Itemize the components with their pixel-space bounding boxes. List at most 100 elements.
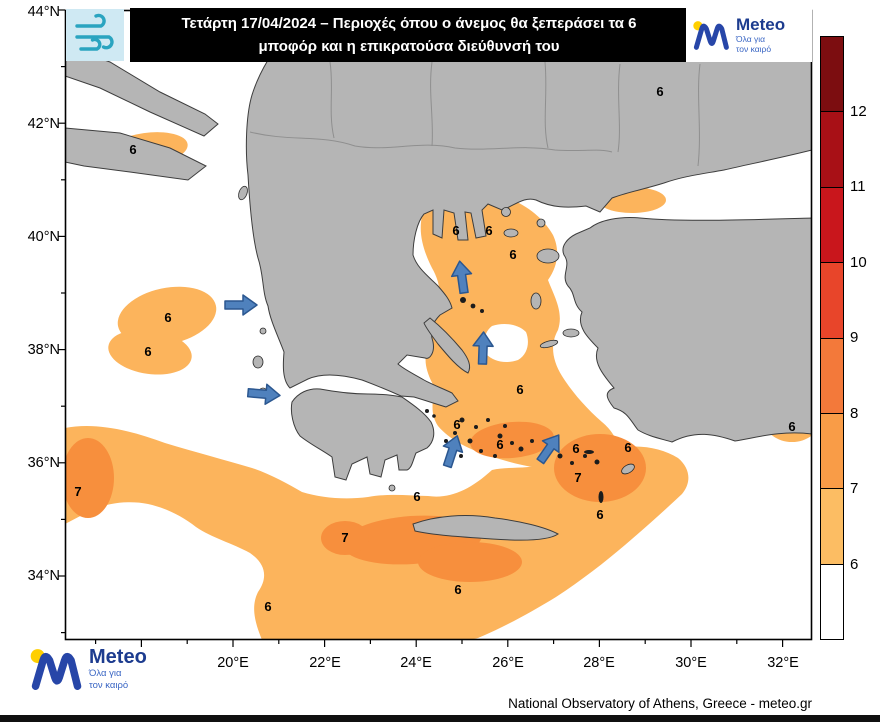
colorbar-segment: [821, 262, 843, 338]
axis-ticks: [58, 9, 784, 647]
wind-direction-arrow: [536, 434, 560, 465]
wind-area-aegean: [420, 193, 618, 470]
logo-tagline-1: Όλα για: [89, 668, 122, 680]
wind-direction-arrow: [472, 331, 494, 365]
lon-label-24e: 24°E: [400, 655, 432, 671]
country-borders: [249, 61, 701, 167]
island-corfu: [238, 185, 248, 201]
colorbar-label: 8: [850, 404, 859, 422]
beaufort-label: 6: [453, 417, 460, 432]
island-kefalonia: [252, 355, 264, 369]
beaufort-label: 6: [264, 599, 271, 614]
islands-cyclades: [444, 417, 534, 458]
island-ikaria: [539, 339, 559, 349]
wind-area-ionian-2: [108, 329, 192, 375]
islands: [238, 185, 635, 503]
colorbar-segment: [821, 111, 843, 187]
colorbar-label: 9: [850, 329, 859, 346]
beaufort-label: 6: [454, 582, 461, 597]
land-italy-heel: [65, 127, 207, 181]
island-limnos: [503, 228, 519, 238]
meteo-logo-bottom: Meteo Όλα για τον καιρό: [28, 638, 238, 700]
beaufort-label: 6: [516, 382, 523, 397]
island-chios: [530, 292, 542, 310]
lon-label-22e: 22°E: [309, 655, 341, 671]
colorbar-segment: [821, 37, 843, 112]
beaufort-label: 6: [485, 223, 492, 238]
beaufort-label: 7: [574, 470, 581, 485]
island-thassos: [501, 207, 511, 217]
bottom-strip: [0, 715, 880, 722]
wind-direction-arrow: [442, 435, 464, 469]
lon-label-32e: 32°E: [767, 655, 799, 671]
beaufort-label: 7: [74, 484, 81, 499]
beaufort-label: 6: [496, 437, 503, 452]
logo-tagline-2: τον καιρό: [89, 679, 129, 691]
logo-name: Meteo: [89, 646, 147, 669]
lon-label-26e: 26°E: [492, 655, 524, 671]
colorbar-segment: [821, 563, 843, 639]
lon-label-20e: 20°E: [217, 655, 249, 671]
beaufort-label: 6: [452, 223, 459, 238]
lat-label-34n: 34°N: [27, 568, 60, 584]
meteo-m-icon: [693, 21, 729, 50]
logo-tagline-1: Όλα για: [736, 33, 766, 44]
land-italy-coast: [65, 45, 219, 137]
colorbar-segment: [821, 337, 843, 413]
wind-icon: [66, 9, 124, 61]
attribution: National Observatory of Athens, Greece -…: [508, 696, 812, 711]
lat-label-40n: 40°N: [27, 229, 60, 245]
land-evia: [423, 317, 471, 374]
wind-areas-strong: [65, 421, 646, 582]
colorbar-segment: [821, 488, 843, 564]
beaufort-label: 6: [624, 440, 631, 455]
colorbar-label: 11: [850, 178, 866, 195]
islands-dodecanese: [557, 450, 604, 503]
colorbar-label: 12: [850, 102, 867, 120]
wind-direction-arrow: [246, 383, 281, 405]
beaufort-label: 6: [788, 419, 795, 434]
lat-label-38n: 38°N: [27, 342, 60, 358]
lat-label-42n: 42°N: [27, 116, 60, 132]
beaufort-label: 6: [164, 310, 171, 325]
landmasses: [65, 45, 812, 541]
beaufort-label: 6: [144, 344, 151, 359]
title-line-2: μποφόρ και η επικρατούσα διεύθυνσή του: [258, 38, 560, 55]
island-samothrace: [536, 218, 546, 228]
lon-label-30e: 30°E: [675, 655, 707, 671]
meteo-m-icon: [30, 649, 82, 690]
island-kythira: [388, 484, 396, 492]
logo-tagline-2: τον καιρό: [736, 43, 772, 54]
lat-label-36n: 36°N: [27, 455, 60, 471]
land-peloponnese: [290, 388, 435, 481]
wind-direction-arrows: [224, 260, 560, 469]
beaufort-label: 6: [129, 142, 136, 157]
beaufort-label: 6: [509, 247, 516, 262]
land-crete: [412, 515, 559, 541]
land-balkans: [245, 59, 812, 408]
colorbar-labels: 12 11 10 9 8 7 6: [850, 36, 880, 640]
beaufort-label: 6: [656, 84, 663, 99]
land-turkey: [562, 217, 812, 443]
island-lefkada: [259, 327, 267, 335]
beaufort-colorbar: [820, 36, 844, 640]
island-samos: [562, 328, 580, 338]
map-title: Τετάρτη 17/04/2024 – Περιοχές όπου ο άνε…: [130, 8, 688, 62]
meteo-logo-top: Meteo Όλα για τον καιρό: [686, 8, 812, 62]
title-line-1: Τετάρτη 17/04/2024 – Περιοχές όπου ο άνε…: [181, 14, 637, 32]
wind-direction-arrow: [450, 260, 473, 295]
colorbar-segment: [821, 186, 843, 263]
colorbar-label: 6: [850, 555, 859, 573]
island-lesbos: [536, 248, 560, 264]
colorbar-segment: [821, 412, 843, 489]
colorbar-label: 10: [850, 253, 867, 271]
beaufort-label: 7: [341, 530, 348, 545]
colorbar-label: 7: [850, 480, 859, 497]
lat-label-44n: 44°N: [27, 4, 60, 20]
wind-force-labels: 6 6 6 6 7 6 6 6 6 6 6 6 7 6 6 6 7 6 6 6: [74, 84, 795, 614]
beaufort-label: 6: [572, 441, 579, 456]
beaufort-label: 6: [596, 507, 603, 522]
wind-direction-arrow: [224, 294, 258, 316]
